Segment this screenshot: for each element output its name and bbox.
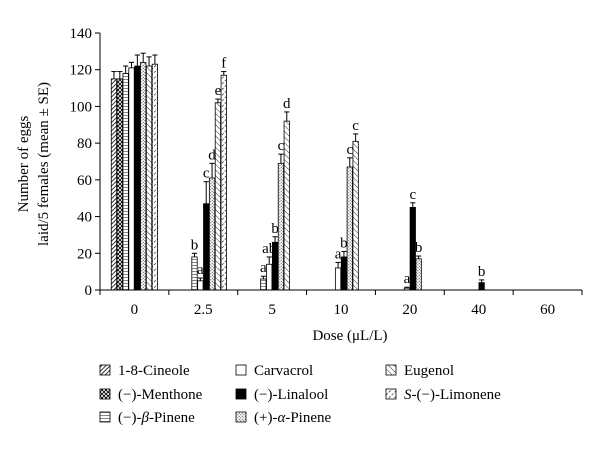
bar (151, 63, 159, 291)
y-tick-label: 140 (70, 26, 93, 42)
significance-letter: c (346, 142, 353, 158)
bar (197, 280, 204, 291)
bar (214, 102, 222, 291)
y-tick-label: 40 (77, 210, 92, 226)
significance-letter: b (415, 240, 423, 256)
bar (110, 78, 118, 291)
significance-letter: e (215, 83, 222, 99)
y-axis-title: Number of eggs laid/5 females (mean ± SE… (16, 82, 52, 246)
legend-label: (−)-Linalool (254, 387, 328, 403)
bar (283, 120, 290, 291)
y-tick-label: 120 (70, 63, 93, 79)
significance-letter: a (197, 262, 204, 278)
bar (203, 203, 210, 291)
y-axis: 0 20 40 60 80 100 120 140 (70, 26, 101, 299)
legend-swatch (99, 411, 111, 423)
y-axis-title-line2: laid/5 females (mean ± SE) (36, 82, 52, 246)
x-tick-label: 60 (540, 302, 555, 318)
legend-label: (−)-β-Pinene (118, 410, 195, 426)
bar (340, 256, 348, 291)
significance-letter: b (478, 264, 486, 280)
bar (116, 78, 123, 291)
significance-letter: b (191, 237, 199, 253)
significance-letter: c (203, 166, 210, 182)
bar (128, 67, 135, 291)
x-axis-title: Dose (μL/L) (312, 328, 387, 344)
legend-swatch (235, 411, 247, 423)
y-axis-title-line1: Number of eggs (16, 116, 32, 213)
legend-label: 1-8-Cineole (118, 363, 190, 379)
significance-letter: d (283, 96, 291, 112)
bar (346, 166, 353, 291)
bar (140, 61, 147, 291)
significance-letter: b (271, 221, 279, 237)
bar (145, 65, 153, 291)
x-axis: 0 2.5 5 10 20 40 60 (99, 289, 583, 318)
legend-swatch (235, 388, 247, 400)
legend-label: (−)-Menthone (118, 387, 203, 403)
bar (208, 177, 216, 291)
x-tick-label: 20 (402, 302, 417, 318)
significance-letter: d (208, 147, 216, 163)
y-tick-label: 20 (77, 246, 92, 262)
legend-label: Carvacrol (254, 363, 313, 379)
significance-letter: c (352, 118, 359, 134)
legend-swatch (99, 364, 111, 376)
bar (220, 74, 227, 291)
bar (122, 72, 129, 291)
significance-letter: c (278, 138, 285, 154)
bar (277, 162, 285, 291)
y-tick-label: 80 (77, 136, 92, 152)
legend-label: Eugenol (404, 363, 454, 379)
y-tick-label: 100 (70, 99, 93, 115)
bar (478, 282, 485, 291)
y-tick-label: 0 (85, 283, 93, 299)
bar (271, 241, 279, 291)
legend-swatch (385, 364, 397, 376)
x-tick-label: 10 (334, 302, 349, 318)
bar (266, 263, 273, 291)
legend-label: S-(−)-Limonene (404, 387, 501, 403)
bar (415, 258, 422, 291)
y-tick-label: 60 (77, 173, 92, 189)
x-tick-label: 2.5 (194, 302, 213, 318)
x-tick-label: 0 (131, 302, 139, 318)
legend-swatch (385, 388, 397, 400)
bar (334, 267, 342, 291)
significance-letter: a (335, 246, 342, 262)
bar (352, 140, 359, 291)
x-tick-label: 40 (471, 302, 486, 318)
bar (260, 278, 267, 291)
legend-swatch (235, 364, 247, 376)
legend: 1-8-Cineole (−)-Menthone (−)-β-Pinene Carva… (99, 363, 501, 426)
legend-label: (+)-α-Pinene (254, 410, 331, 426)
significance-letter: c (409, 187, 416, 203)
significance-letter: a (404, 271, 411, 287)
bar (134, 65, 141, 291)
significance-letter: b (340, 235, 348, 251)
legend-swatch (99, 388, 111, 400)
significance-letter: a (260, 260, 267, 276)
significance-letter: f (221, 56, 226, 72)
x-tick-label: 5 (268, 302, 276, 318)
